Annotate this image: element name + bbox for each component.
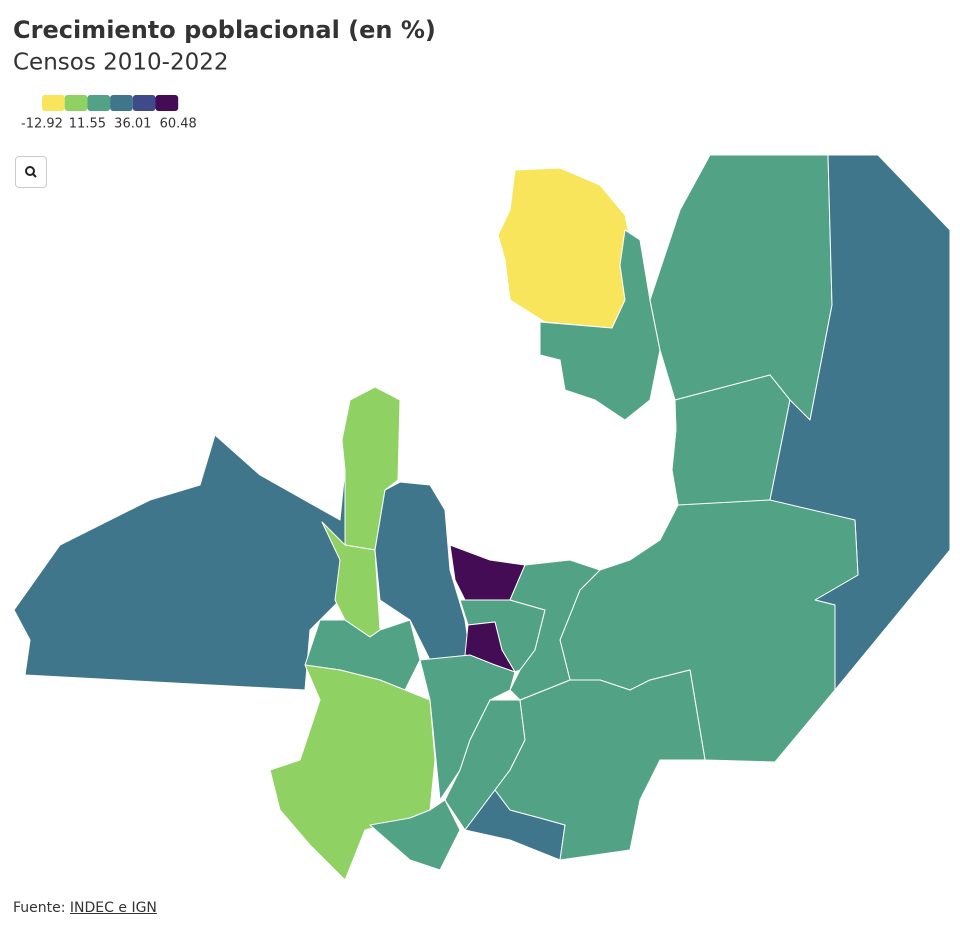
legend-tick-label: 60.48	[160, 117, 197, 132]
legend-swatch	[132, 95, 156, 111]
legend-tick-label: 36.01	[114, 117, 151, 132]
region	[649, 154, 833, 421]
legend-swatch	[110, 95, 133, 111]
legend: -12.92 11.55 36.01 60.48	[21, 95, 197, 132]
search-icon	[25, 166, 37, 178]
region	[494, 669, 706, 861]
legend-tick-label: 11.55	[69, 117, 106, 132]
title: Crecimiento poblacional (en %)	[13, 16, 436, 44]
legend-swatch	[155, 95, 179, 111]
regions	[13, 154, 951, 881]
region	[509, 559, 601, 701]
legend-tick-label: -12.92	[21, 117, 63, 132]
zoom-button[interactable]	[15, 156, 47, 188]
source-prefix: Fuente:	[13, 900, 66, 916]
region	[497, 167, 631, 329]
legend-swatch	[87, 95, 111, 111]
legend-swatch	[64, 95, 88, 111]
legend-swatch	[42, 95, 65, 111]
source: Fuente: INDEC e IGN	[13, 900, 157, 916]
region	[369, 799, 461, 871]
subtitle: Censos 2010-2022	[13, 50, 229, 76]
source-link[interactable]: INDEC e IGN	[69, 900, 157, 916]
